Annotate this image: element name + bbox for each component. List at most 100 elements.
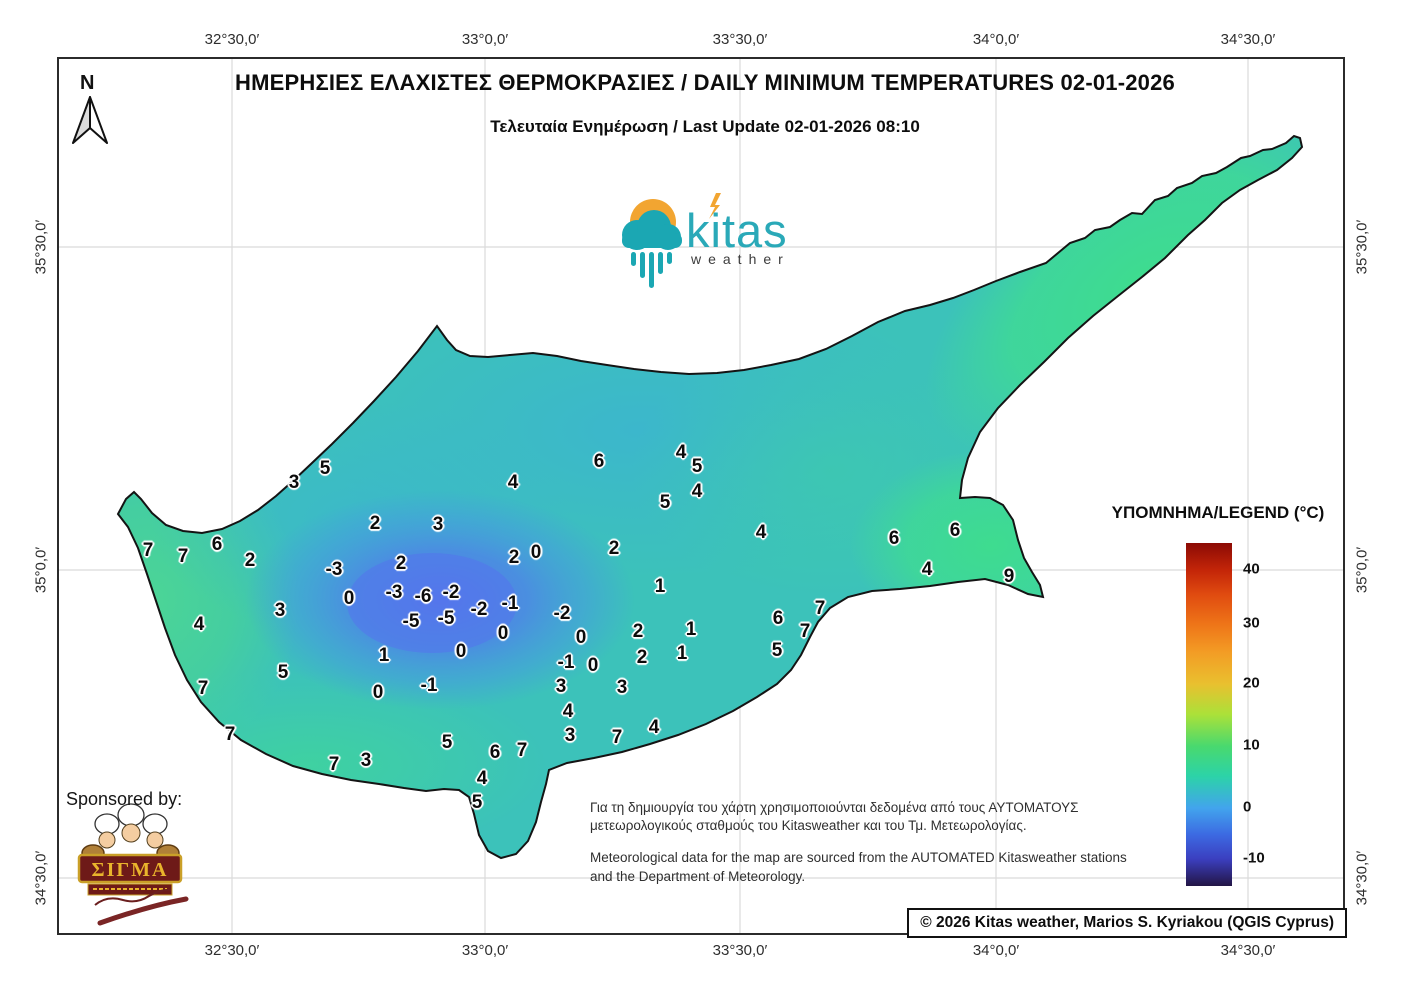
station-temperature: 5 xyxy=(771,640,783,661)
data-source-note-greek: Για τη δημιουργία του χάρτη χρησιμοποιού… xyxy=(590,800,1079,834)
lat-tick-right: 34°30,0′ xyxy=(1353,850,1371,906)
lon-tick-top: 33°30,0′ xyxy=(712,31,768,48)
lon-tick-top: 34°0,0′ xyxy=(972,31,1020,48)
station-temperature: 0 xyxy=(343,588,355,609)
station-temperature: 7 xyxy=(328,754,340,775)
lon-tick-bottom: 32°30,0′ xyxy=(204,942,260,959)
station-temperature: 4 xyxy=(921,559,933,580)
station-temperature: -3 xyxy=(385,582,403,603)
legend-tick: 20 xyxy=(1243,674,1260,692)
station-temperature: 2 xyxy=(632,621,644,642)
station-temperature: 4 xyxy=(507,472,519,493)
station-temperature: 3 xyxy=(616,677,628,698)
station-temperature: 3 xyxy=(288,472,300,493)
lat-tick-left: 35°0,0′ xyxy=(32,546,50,594)
lon-tick-bottom: 33°30,0′ xyxy=(712,942,768,959)
lon-tick-bottom: 34°0,0′ xyxy=(972,942,1020,959)
station-temperature: -5 xyxy=(437,608,455,629)
station-temperature: -5 xyxy=(402,611,420,632)
station-temperature: 6 xyxy=(211,534,223,555)
station-temperature: 4 xyxy=(675,442,687,463)
sponsored-by-label: Sponsored by: xyxy=(66,789,183,809)
station-temperature: 4 xyxy=(193,614,205,635)
station-temperature: 3 xyxy=(360,750,372,771)
lat-tick-left: 35°30,0′ xyxy=(32,219,50,275)
legend-tick: 0 xyxy=(1243,798,1252,816)
station-temperature: 1 xyxy=(685,619,697,640)
kitas-logo-sub: weather xyxy=(691,251,790,267)
station-temperature: 2 xyxy=(395,553,407,574)
lat-tick-right: 35°30,0′ xyxy=(1353,219,1371,275)
station-temperature: 9 xyxy=(1003,566,1015,587)
data-source-note: Για τη δημιουργία του χάρτη χρησιμοποιού… xyxy=(590,799,1150,900)
legend-tick: 40 xyxy=(1243,560,1260,578)
page-subtitle: Τελευταία Ενημέρωση / Last Update 02-01-… xyxy=(490,117,920,136)
station-temperature: 7 xyxy=(142,540,154,561)
data-source-note-english: Meteorological data for the map are sour… xyxy=(590,850,1127,884)
station-temperature: 1 xyxy=(676,643,688,664)
sigma-logo: ΣΙΓΜΑ xyxy=(77,803,189,926)
station-temperature: 5 xyxy=(319,458,331,479)
copyright-box: © 2026 Kitas weather, Marios S. Kyriakou… xyxy=(907,908,1347,938)
station-temperature: 5 xyxy=(277,662,289,683)
legend-tick: -10 xyxy=(1243,849,1265,867)
station-temperature: 2 xyxy=(636,647,648,668)
station-temperature: 1 xyxy=(654,576,666,597)
lat-tick-right: 35°0,0′ xyxy=(1353,546,1371,594)
map-frame xyxy=(57,57,1345,935)
legend-colorbar xyxy=(1186,543,1232,886)
station-temperature: 2 xyxy=(369,513,381,534)
page-title: ΗΜΕΡΗΣΙΕΣ ΕΛΑΧΙΣΤΕΣ ΘΕΡΜΟΚΡΑΣΙΕΣ / DAILY… xyxy=(235,70,1175,95)
north-arrow-label: N xyxy=(80,72,95,94)
legend-title: ΥΠΟΜΝΗΜΑ/LEGEND (°C) xyxy=(1111,503,1325,522)
kitas-logo-wordmark: kitas xyxy=(686,204,788,257)
lon-tick-bottom: 33°0,0′ xyxy=(461,942,509,959)
station-temperature: 0 xyxy=(497,623,509,644)
station-temperature: 2 xyxy=(608,538,620,559)
station-temperature: 6 xyxy=(949,520,961,541)
station-temperature: 4 xyxy=(755,522,767,543)
station-temperature: 5 xyxy=(691,456,703,477)
svg-text:ΣΙΓΜΑ: ΣΙΓΜΑ xyxy=(92,859,169,881)
lon-tick-top: 34°30,0′ xyxy=(1220,31,1276,48)
station-temperature: -2 xyxy=(553,603,571,624)
station-temperature: 4 xyxy=(476,768,488,789)
lon-tick-bottom: 34°30,0′ xyxy=(1220,942,1276,959)
station-temperature: -1 xyxy=(501,593,519,614)
station-temperature: 7 xyxy=(799,621,811,642)
station-temperature: 3 xyxy=(274,600,286,621)
station-temperature: 6 xyxy=(888,528,900,549)
station-temperature: 7 xyxy=(814,598,826,619)
station-temperature: 3 xyxy=(555,676,567,697)
station-temperature: -1 xyxy=(420,675,438,696)
station-temperature: 4 xyxy=(691,481,703,502)
lon-tick-top: 32°30,0′ xyxy=(204,31,260,48)
station-temperature: 7 xyxy=(197,678,209,699)
station-temperature: 3 xyxy=(564,725,576,746)
station-temperature: 5 xyxy=(471,792,483,813)
lon-tick-top: 33°0,0′ xyxy=(461,31,509,48)
station-temperature: 4 xyxy=(648,717,660,738)
station-temperature: 0 xyxy=(455,641,467,662)
legend-tick: 10 xyxy=(1243,736,1260,754)
legend-tick: 30 xyxy=(1243,614,1260,632)
station-temperature: 0 xyxy=(587,655,599,676)
lat-tick-left: 34°30,0′ xyxy=(32,850,50,906)
north-arrow-icon xyxy=(72,96,108,144)
station-temperature: 0 xyxy=(575,627,587,648)
station-temperature: 0 xyxy=(372,682,384,703)
station-temperature: 6 xyxy=(593,451,605,472)
station-temperature: -2 xyxy=(442,582,460,603)
station-temperature: 0 xyxy=(530,542,542,563)
station-temperature: 7 xyxy=(177,546,189,567)
station-temperature: 3 xyxy=(432,514,444,535)
station-temperature: -3 xyxy=(325,559,343,580)
station-temperature: 6 xyxy=(772,608,784,629)
station-temperature: 1 xyxy=(378,645,390,666)
station-temperature: 2 xyxy=(244,550,256,571)
station-temperature: 5 xyxy=(659,492,671,513)
station-temperature: -1 xyxy=(557,652,575,673)
station-temperature: 7 xyxy=(224,724,236,745)
